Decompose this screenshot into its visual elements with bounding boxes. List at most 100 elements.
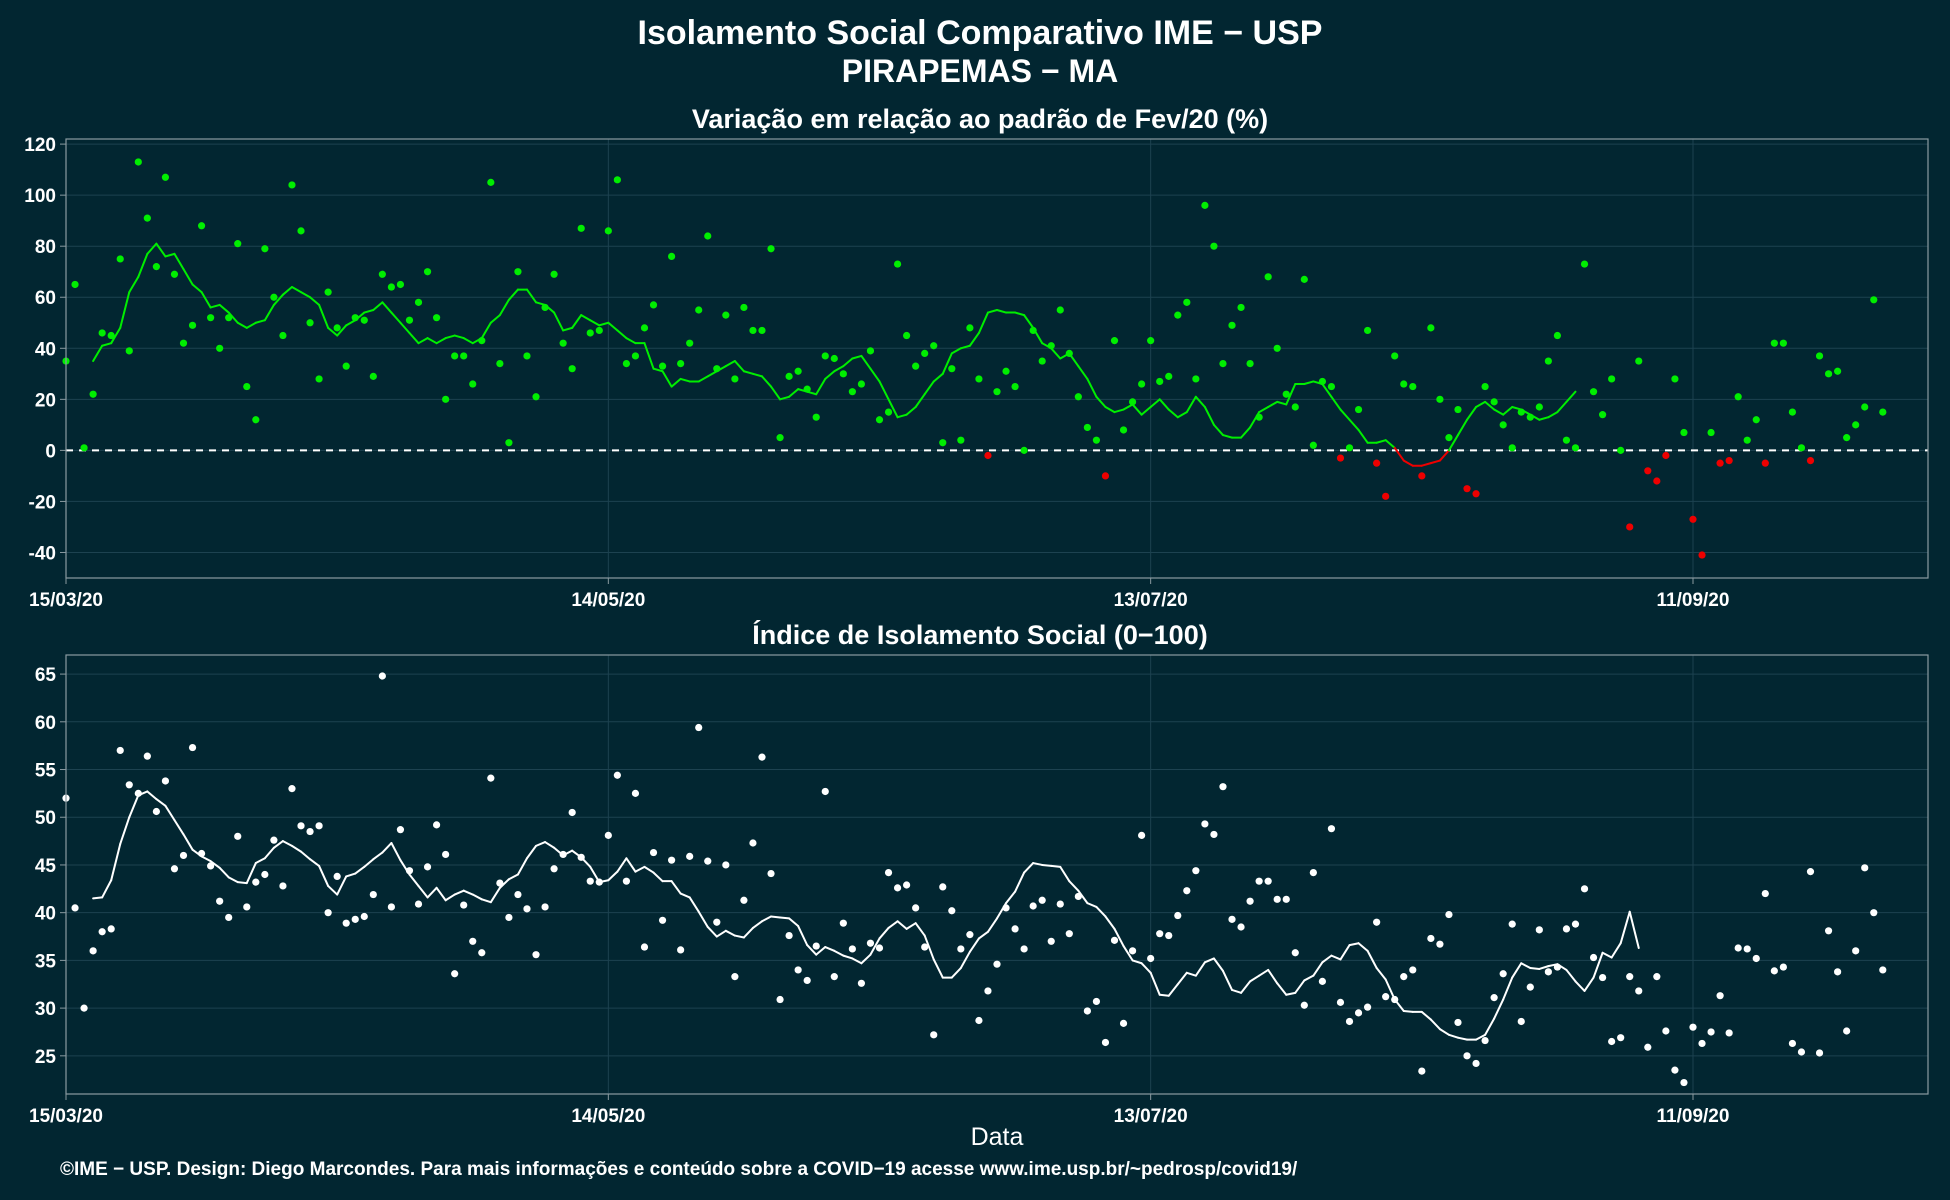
daily-point (1707, 1028, 1715, 1036)
moving-average-segment (354, 865, 366, 875)
x-tick-label: 15/03/20 (29, 590, 103, 611)
moving-average-segment (471, 893, 483, 901)
daily-point (1382, 492, 1390, 500)
daily-point (360, 316, 368, 324)
daily-point (414, 298, 423, 306)
daily-point (1653, 973, 1661, 981)
daily-point (134, 158, 142, 166)
daily-point (1382, 993, 1390, 1001)
moving-average-segment (1321, 954, 1333, 964)
moving-average-segment (986, 917, 998, 933)
moving-average-segment (426, 886, 438, 899)
daily-point (1092, 436, 1101, 444)
moving-average-segment (462, 889, 474, 896)
moving-average-segment (1384, 439, 1396, 449)
variation-y-axis: 120 100 80 60 40 20 0 -20 -40 (24, 135, 66, 564)
daily-point (1183, 298, 1191, 306)
daily-point (1824, 370, 1833, 378)
daily-point (1373, 459, 1381, 467)
daily-point (1861, 864, 1869, 872)
daily-point (1038, 357, 1046, 365)
daily-point (541, 903, 549, 911)
moving-average-segment (1466, 405, 1478, 421)
moving-average-segment (1438, 1028, 1450, 1036)
daily-point (270, 293, 278, 301)
moving-average-segment (1420, 1010, 1432, 1021)
daily-point (722, 861, 730, 869)
daily-point (1553, 963, 1562, 971)
daily-point (1698, 551, 1706, 559)
daily-point (821, 787, 829, 796)
daily-point (884, 868, 893, 877)
daily-point (1065, 930, 1073, 938)
daily-point (830, 354, 838, 363)
daily-point (776, 434, 784, 442)
moving-average-segment (1502, 976, 1514, 1001)
daily-point (378, 672, 386, 680)
moving-average-segment (779, 395, 791, 401)
daily-point (152, 807, 160, 816)
moving-average-segment (932, 372, 944, 383)
daily-point (225, 314, 233, 322)
daily-point (559, 339, 567, 347)
moving-average-segment (399, 321, 411, 334)
moving-average-segment (1312, 961, 1324, 977)
x-axis-label: Data (971, 1123, 1024, 1151)
y-tick-label: 40 (35, 339, 56, 360)
moving-average-segment (1104, 915, 1116, 930)
moving-average-segment (1095, 395, 1107, 408)
moving-average-segment (209, 860, 221, 869)
daily-point (342, 919, 350, 927)
daily-point (1083, 423, 1091, 432)
daily-point (496, 360, 504, 368)
moving-average-segment (272, 840, 284, 849)
moving-average-segment (905, 405, 917, 416)
x-tick-label: 11/09/20 (1657, 1106, 1730, 1127)
moving-average-segment (1276, 982, 1288, 996)
moving-average-segment (146, 242, 158, 255)
daily-point (387, 283, 395, 291)
daily-point (351, 314, 359, 322)
moving-average-segment (1303, 974, 1315, 982)
moving-average-segment (300, 291, 312, 299)
daily-point (396, 280, 405, 289)
daily-point (1038, 896, 1046, 904)
daily-point (161, 173, 170, 181)
daily-point (1870, 296, 1878, 304)
moving-average-segment (1140, 405, 1152, 416)
daily-point (252, 416, 260, 424)
moving-average-segment (1375, 439, 1387, 444)
moving-average-segment (959, 344, 971, 350)
daily-point (1409, 966, 1417, 974)
moving-average-segment (236, 881, 248, 885)
variation-panel-border (65, 138, 1929, 579)
daily-point (487, 774, 495, 782)
daily-point (188, 321, 197, 329)
daily-point (360, 912, 368, 921)
daily-point (1391, 995, 1399, 1004)
daily-point (1535, 403, 1543, 411)
moving-average-segment (363, 309, 375, 314)
daily-point (532, 951, 540, 959)
daily-point (1599, 411, 1607, 419)
daily-point (803, 385, 811, 393)
y-tick-label: 60 (35, 713, 56, 734)
y-tick-label: 65 (35, 665, 57, 686)
moving-average-segment (1601, 951, 1613, 959)
moving-average-segment (1240, 426, 1252, 439)
daily-point (749, 326, 757, 335)
daily-point (1119, 1019, 1128, 1027)
daily-point (1879, 966, 1887, 974)
daily-point (1327, 825, 1336, 833)
daily-point (1689, 515, 1697, 523)
moving-average-segment (516, 857, 528, 876)
daily-point (649, 848, 658, 857)
daily-point (1029, 326, 1037, 335)
daily-point (1671, 1066, 1679, 1074)
moving-average-segment (815, 946, 827, 956)
daily-point (1779, 963, 1787, 971)
daily-point (179, 851, 188, 860)
daily-point (713, 365, 721, 373)
daily-point (243, 382, 251, 391)
daily-point (1806, 868, 1815, 876)
